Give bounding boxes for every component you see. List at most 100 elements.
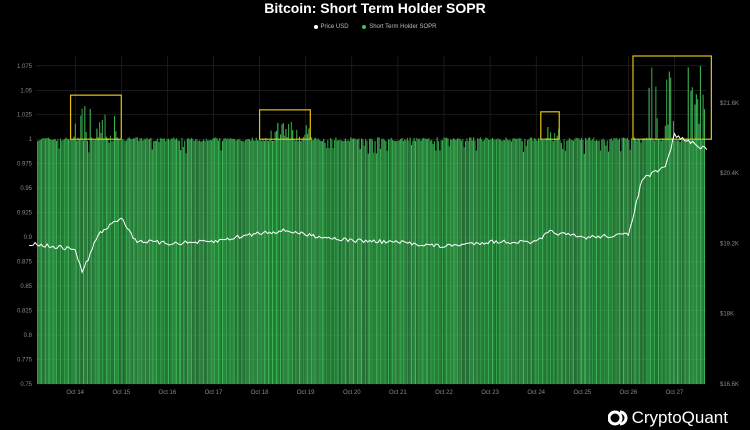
sopr-bar <box>644 138 646 384</box>
x-tick-label: Oct 14 <box>66 390 84 396</box>
sopr-bar <box>671 137 673 384</box>
sopr-bar <box>216 138 218 384</box>
sopr-bar <box>42 137 44 384</box>
sopr-bar <box>59 138 62 384</box>
sopr-bar <box>626 137 629 384</box>
sopr-bar <box>131 139 133 384</box>
x-tick-label: Oct 21 <box>389 390 407 396</box>
sopr-bar <box>506 139 508 384</box>
sopr-bar <box>70 138 72 384</box>
sopr-bar <box>161 138 163 384</box>
sopr-bar <box>81 108 83 385</box>
sopr-bar <box>356 139 359 384</box>
sopr-bar <box>377 137 379 384</box>
sopr-bar <box>632 137 634 384</box>
sopr-bar <box>424 138 426 384</box>
sopr-bar <box>197 140 199 384</box>
sopr-bar <box>568 138 570 384</box>
sopr-bar <box>162 138 164 384</box>
sopr-bar <box>637 139 639 384</box>
sopr-bar <box>464 141 467 384</box>
sopr-bar <box>43 138 45 384</box>
sopr-bar <box>339 139 341 384</box>
sopr-bar <box>520 138 522 384</box>
sopr-bar <box>652 138 654 384</box>
sopr-bar <box>624 137 626 384</box>
sopr-bar <box>204 141 206 384</box>
sopr-bar <box>421 138 423 384</box>
sopr-bar <box>664 125 666 384</box>
sopr-bar <box>363 145 365 384</box>
sopr-bar <box>240 140 242 384</box>
chart-title: Bitcoin: Short Term Holder SOPR <box>264 0 486 16</box>
sopr-bar <box>469 137 471 384</box>
sopr-bar <box>248 139 251 384</box>
y-left-tick-label: 0.95 <box>20 186 32 192</box>
sopr-bar <box>487 139 489 384</box>
sopr-bar <box>621 137 623 384</box>
sopr-bar <box>554 132 556 384</box>
sopr-bar <box>86 140 89 384</box>
sopr-bar <box>207 140 209 384</box>
highlight-box <box>540 111 560 140</box>
y-left-tick-label: 1.05 <box>20 88 32 94</box>
sopr-bar <box>251 137 253 384</box>
sopr-bar <box>139 138 141 384</box>
sopr-bar <box>594 140 596 384</box>
sopr-bar <box>608 151 610 384</box>
sopr-bar <box>604 140 606 384</box>
y-right-tick-label: $18K <box>720 312 734 318</box>
highlight-box <box>632 55 712 140</box>
sopr-bar <box>130 138 132 384</box>
sopr-bar <box>678 139 680 384</box>
sopr-bar <box>636 140 638 384</box>
sopr-bar <box>236 139 238 384</box>
sopr-bar <box>217 140 219 384</box>
sopr-bar <box>346 140 348 384</box>
sopr-bar <box>537 138 539 384</box>
sopr-bar <box>149 138 151 384</box>
sopr-bar <box>589 137 591 384</box>
sopr-bar <box>159 138 161 384</box>
y-left-tick-label: 0.975 <box>17 162 33 168</box>
sopr-bar <box>456 138 458 384</box>
sopr-bar <box>572 140 575 384</box>
sopr-bar <box>658 139 660 384</box>
sopr-bar <box>150 137 152 384</box>
sopr-bar <box>443 137 445 384</box>
sopr-bar <box>556 135 558 384</box>
sopr-bar <box>41 139 43 384</box>
sopr-bar <box>548 138 550 384</box>
x-tick-label: Oct 15 <box>112 390 130 396</box>
sopr-bar <box>617 139 619 384</box>
sopr-bar <box>560 142 562 384</box>
sopr-bar <box>235 140 237 384</box>
sopr-bar <box>529 137 531 384</box>
sopr-bar <box>378 137 380 384</box>
sopr-bar <box>591 139 593 384</box>
sopr-bar <box>124 141 126 384</box>
sopr-bar <box>528 139 530 384</box>
y-left-tick-label: 0.85 <box>20 284 32 290</box>
legend-item-price[interactable]: Price USD <box>313 24 349 30</box>
legend-item-sopr[interactable]: Short Term Holder SOPR <box>362 24 436 30</box>
sopr-bar <box>618 138 620 384</box>
sopr-bar <box>473 137 475 384</box>
sopr-bar <box>622 137 624 384</box>
highlight-box <box>258 109 311 140</box>
sopr-bar <box>297 141 299 384</box>
sopr-bar <box>300 141 302 384</box>
sopr-bar <box>221 141 224 384</box>
sopr-bar <box>307 133 309 384</box>
sopr-bar <box>390 137 392 384</box>
sopr-bar <box>616 137 618 384</box>
sopr-bar <box>444 137 446 384</box>
sopr-bar <box>691 87 693 384</box>
sopr-bar <box>540 139 542 384</box>
sopr-bar <box>247 138 249 384</box>
sopr-bar <box>298 136 300 384</box>
sopr-bar <box>127 138 129 384</box>
sopr-bar <box>184 140 186 384</box>
sopr-bar <box>126 140 128 384</box>
